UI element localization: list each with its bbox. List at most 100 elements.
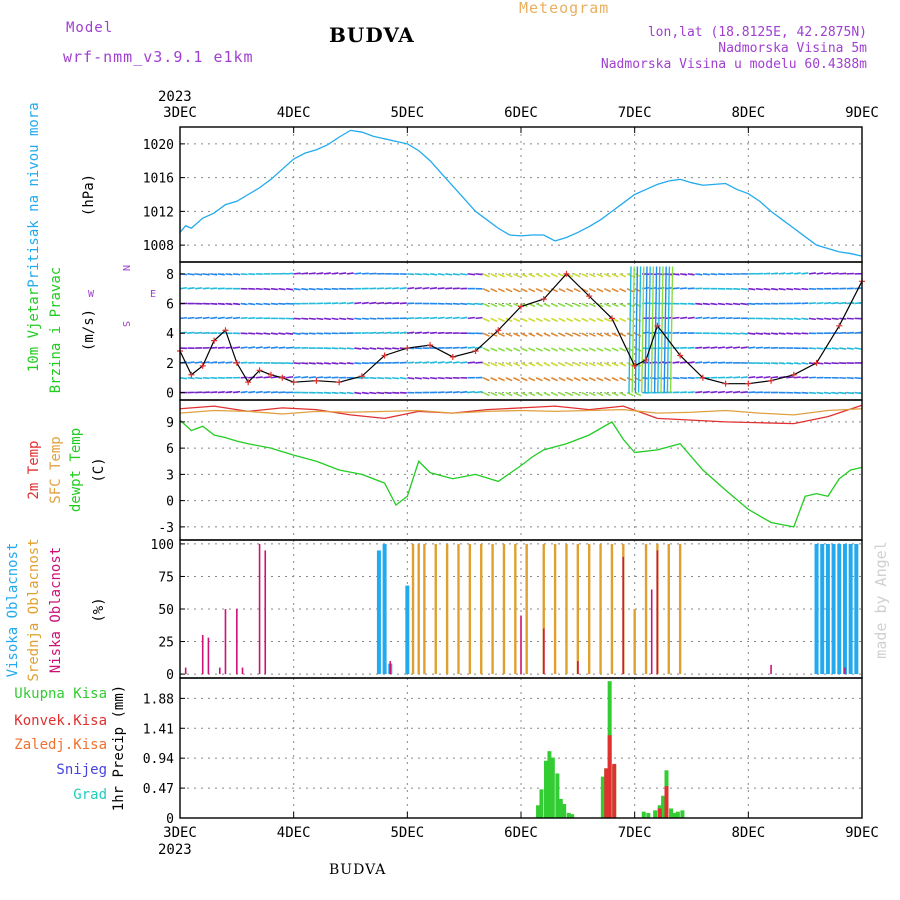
wind-arrow xyxy=(528,287,536,293)
wind-arrow xyxy=(755,287,763,291)
year-label-bottom: 2023 xyxy=(158,842,192,858)
cloud-bar xyxy=(842,543,847,675)
wind-arrow xyxy=(725,317,733,320)
wind-arrow xyxy=(839,272,847,275)
wind-arrow xyxy=(520,347,528,352)
wind-arrow xyxy=(376,391,385,395)
y-tick-label: 1012 xyxy=(143,205,174,220)
wind-arrow xyxy=(407,273,415,276)
wind-arrow xyxy=(778,272,786,275)
wind-arrow xyxy=(740,376,748,379)
wind-arrow xyxy=(543,287,551,293)
wind-arrow xyxy=(217,273,225,276)
y-tick-label: 1008 xyxy=(143,239,174,254)
wind-arrow xyxy=(657,266,661,393)
wind-arrow xyxy=(695,361,703,364)
cloud-bar xyxy=(491,543,494,675)
x-tick-label-bottom: 5DEC xyxy=(390,825,424,841)
wind-arrow xyxy=(293,317,301,320)
wind-arrow xyxy=(770,375,779,379)
wind-arrow xyxy=(217,390,225,394)
wind-arrow xyxy=(763,287,771,291)
wind-arrow xyxy=(240,390,248,394)
wind-speed-marker xyxy=(199,362,206,369)
wind-arrow xyxy=(285,287,294,291)
wind-arrow xyxy=(604,332,612,337)
wind-speed-marker xyxy=(745,380,752,387)
wind-arrow xyxy=(566,391,574,397)
wind-arrow xyxy=(331,362,339,365)
wind-arrow xyxy=(513,377,521,382)
wind-arrow xyxy=(581,332,589,337)
wind-arrow xyxy=(596,287,604,293)
wind-speed-marker xyxy=(381,352,388,359)
wind-arrow xyxy=(839,391,847,395)
wind-arrow xyxy=(240,302,248,306)
wind-arrow xyxy=(270,376,278,379)
wind-arrow xyxy=(740,302,748,306)
cloud-bar xyxy=(520,615,522,675)
wind-arrow xyxy=(422,361,430,364)
precip-bar xyxy=(653,810,658,818)
wind-arrow xyxy=(543,273,551,278)
cloud-bar xyxy=(218,667,221,675)
y-tick-label: 2 xyxy=(166,357,174,372)
wind-arrow xyxy=(316,272,324,275)
wind-arrow xyxy=(369,347,377,350)
wind-arrow xyxy=(793,272,801,275)
cloud-bar xyxy=(770,664,772,675)
page-title: BUDVA xyxy=(329,23,415,47)
y-tick-label: 6 xyxy=(166,442,174,457)
x-tick-label-top: 3DEC xyxy=(163,105,197,121)
wind-arrow xyxy=(558,287,566,293)
wind-arrow xyxy=(202,331,210,335)
cloud-bar xyxy=(588,543,591,675)
cloud-bar xyxy=(599,543,602,675)
wind-arrow xyxy=(384,376,392,380)
wind-arrow xyxy=(452,361,460,364)
wind-arrow xyxy=(429,316,438,320)
wind-speed-marker xyxy=(404,345,411,352)
wind-arrow xyxy=(695,346,703,349)
wind-speed-marker xyxy=(267,371,274,378)
wind-arrow xyxy=(824,362,832,365)
wind-arrow xyxy=(763,332,771,335)
wind-arrow xyxy=(839,347,847,350)
wind-arrow xyxy=(285,375,294,379)
wind-arrow xyxy=(702,302,710,306)
cloud-bar xyxy=(831,543,836,675)
wind-arrow xyxy=(702,390,710,394)
wind-arrow xyxy=(763,346,771,349)
cloud-bar xyxy=(667,543,670,675)
wind-arrow xyxy=(339,272,347,275)
wind-arrow xyxy=(644,266,648,393)
precip-bar xyxy=(539,789,544,818)
wind-arrow xyxy=(263,390,271,394)
wind-arrow xyxy=(535,287,543,293)
wind-arrow xyxy=(611,332,619,337)
wind-arrow xyxy=(733,390,741,394)
wind-axis-label: 10m Vjetar xyxy=(26,288,42,372)
y-tick-label: 0 xyxy=(166,812,174,827)
wind-arrow xyxy=(293,287,301,291)
wind-arrow xyxy=(573,332,581,337)
wind-arrow xyxy=(755,375,763,379)
wind-arrow xyxy=(831,347,839,350)
wind-arrow xyxy=(725,376,733,379)
wind-arrow xyxy=(831,272,839,275)
wind-arrow xyxy=(232,273,241,276)
y-tick-label: 4 xyxy=(166,327,174,342)
wind-arrow xyxy=(604,273,612,278)
wind-arrow xyxy=(482,302,490,308)
wind-arrow xyxy=(748,346,756,349)
wind-arrow xyxy=(202,391,210,394)
wind-speed-marker xyxy=(586,293,593,300)
wind-arrow xyxy=(354,272,362,275)
wind-arrow xyxy=(634,266,639,393)
wind-arrow xyxy=(339,347,347,350)
y-tick-label: 1.41 xyxy=(143,722,174,737)
wind-arrow xyxy=(255,332,263,335)
wind-arrow xyxy=(513,347,521,352)
wind-arrow xyxy=(369,301,377,305)
wind-arrow xyxy=(316,332,324,335)
